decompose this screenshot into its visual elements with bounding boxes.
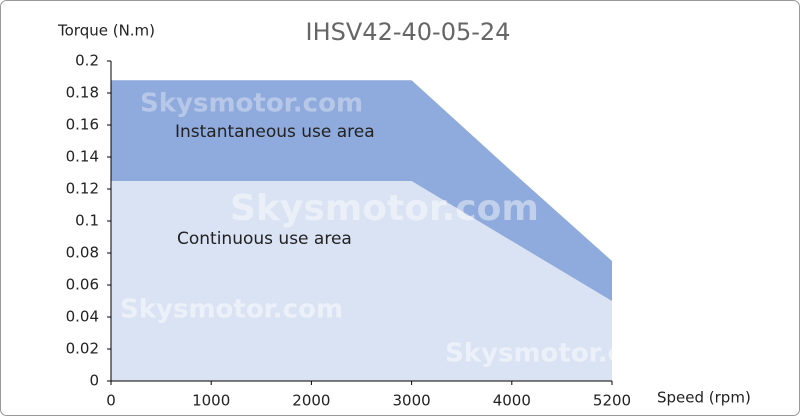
x-tick-label: 1000 (192, 392, 230, 410)
y-tick-label: 0.08 (66, 244, 99, 262)
y-tick-label: 0.18 (66, 84, 99, 102)
y-tick-label: 0.04 (66, 308, 99, 326)
y-tick-label: 0.14 (66, 148, 99, 166)
y-tick-label: 0.2 (75, 52, 99, 70)
x-tick-label: 4000 (493, 392, 531, 410)
chart-title: IHSV42-40-05-24 (306, 18, 511, 46)
y-tick-label: 0.02 (66, 340, 99, 358)
series-label: Instantaneous use area (175, 122, 375, 142)
y-tick-label: 0 (89, 372, 99, 390)
x-tick-label: 5200 (593, 392, 631, 410)
x-tick-label: 0 (106, 392, 116, 410)
area (111, 181, 612, 381)
y-tick-label: 0.1 (75, 212, 99, 230)
watermark: Skysmotor.com (140, 89, 363, 119)
watermark: Skysmotor.com (120, 295, 343, 325)
watermark: Skysmotor.com (230, 188, 539, 229)
watermark: Skysmotor.com (450, 57, 673, 87)
y-tick-label: 0.06 (66, 276, 99, 294)
y-tick-label: 0.12 (66, 180, 99, 198)
plot-area (111, 80, 612, 381)
x-axis-label: Speed (rpm) (657, 389, 751, 407)
watermark: Skysmotor.com (445, 339, 668, 369)
x-tick-label: 2000 (292, 392, 330, 410)
x-tick-label: 3000 (393, 392, 431, 410)
series-label: Continuous use area (177, 229, 352, 249)
y-axis-label: Torque (N.m) (57, 22, 155, 40)
y-tick-label: 0.16 (66, 116, 99, 134)
